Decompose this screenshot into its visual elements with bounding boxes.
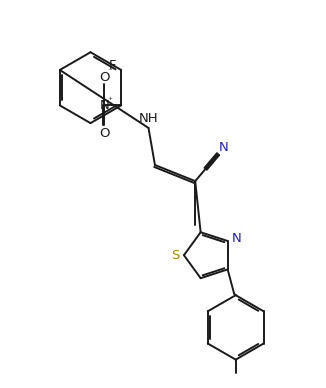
Text: NH: NH [139,113,158,125]
Text: S: S [171,249,179,262]
Text: N: N [218,141,228,154]
Text: O: O [99,127,110,140]
Text: F: F [109,59,116,72]
Text: ⁻: ⁻ [108,68,113,77]
Text: ⁺: ⁺ [108,96,113,105]
Text: O: O [99,71,110,84]
Text: N: N [99,99,109,112]
Text: N: N [232,232,242,245]
